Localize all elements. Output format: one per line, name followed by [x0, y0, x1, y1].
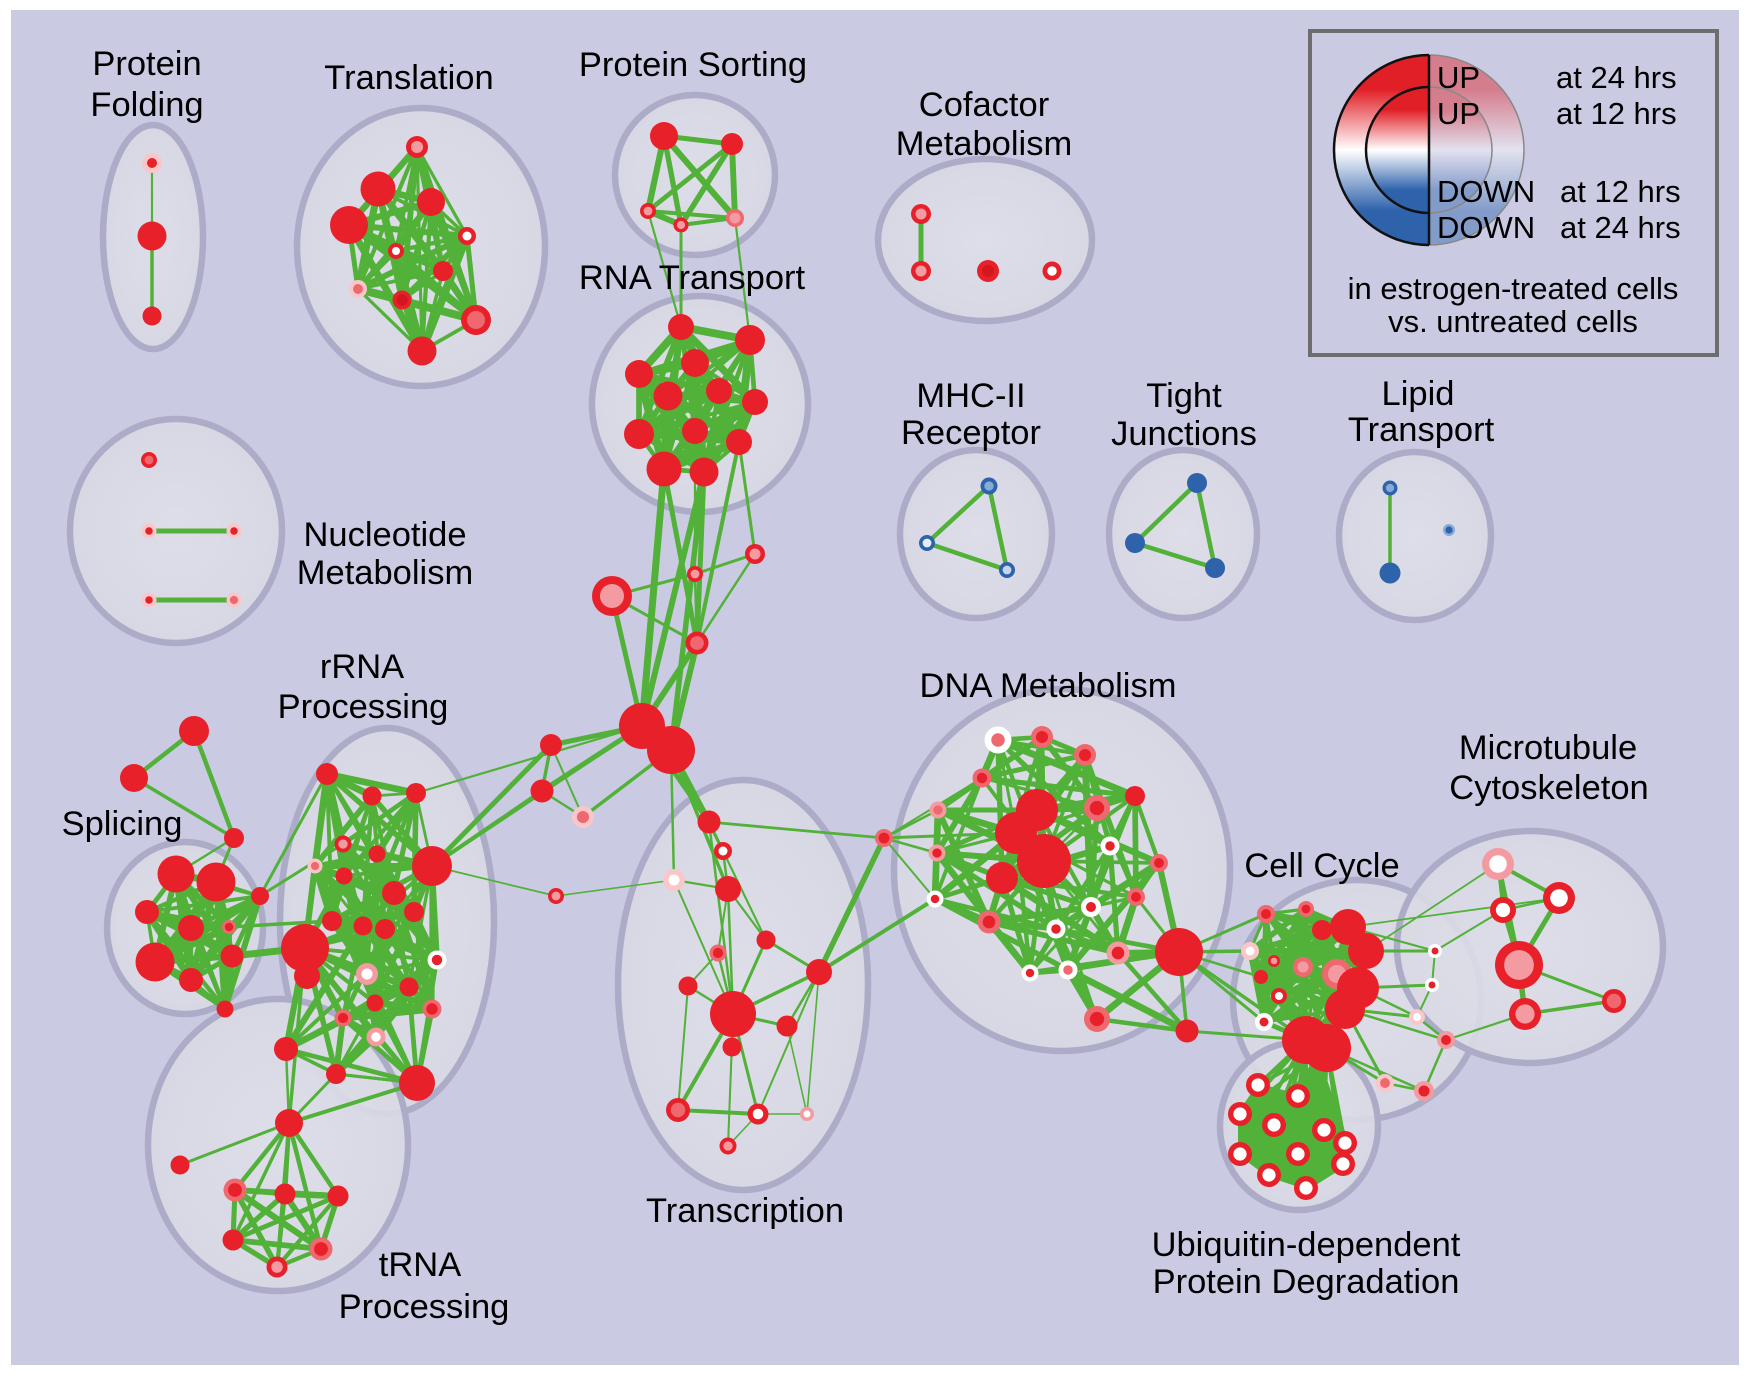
- svg-text:Receptor: Receptor: [901, 414, 1041, 452]
- svg-text:Folding: Folding: [90, 86, 203, 124]
- svg-text:Protein Sorting: Protein Sorting: [579, 46, 807, 84]
- svg-text:Protein: Protein: [92, 45, 201, 83]
- svg-text:at 24 hrs: at 24 hrs: [1560, 210, 1681, 245]
- svg-text:Metabolism: Metabolism: [896, 125, 1072, 163]
- svg-text:Protein Degradation: Protein Degradation: [1153, 1263, 1460, 1301]
- svg-text:tRNA: tRNA: [379, 1246, 461, 1284]
- svg-text:Ubiquitin-dependent: Ubiquitin-dependent: [1152, 1226, 1461, 1264]
- svg-text:Splicing: Splicing: [62, 805, 183, 843]
- svg-text:Cofactor: Cofactor: [919, 86, 1049, 124]
- svg-text:Processing: Processing: [278, 688, 449, 726]
- svg-text:Transcription: Transcription: [646, 1192, 844, 1230]
- svg-text:UP: UP: [1437, 96, 1480, 131]
- svg-text:Microtubule: Microtubule: [1459, 729, 1637, 767]
- svg-text:RNA Transport: RNA Transport: [579, 259, 806, 297]
- svg-text:Nucleotide: Nucleotide: [303, 516, 466, 554]
- svg-text:Metabolism: Metabolism: [297, 554, 473, 592]
- svg-text:Processing: Processing: [339, 1288, 510, 1326]
- svg-text:DNA Metabolism: DNA Metabolism: [920, 667, 1177, 705]
- svg-text:vs. untreated cells: vs. untreated cells: [1388, 304, 1638, 339]
- svg-text:rRNA: rRNA: [320, 648, 404, 686]
- svg-text:Translation: Translation: [324, 59, 493, 97]
- svg-text:at 12 hrs: at 12 hrs: [1560, 174, 1681, 209]
- svg-text:Lipid: Lipid: [1382, 375, 1455, 413]
- svg-text:at 12 hrs: at 12 hrs: [1556, 96, 1677, 131]
- svg-text:Tight: Tight: [1146, 377, 1222, 415]
- svg-text:DOWN: DOWN: [1437, 174, 1535, 209]
- svg-text:Cell Cycle: Cell Cycle: [1244, 847, 1399, 885]
- svg-text:Junctions: Junctions: [1111, 415, 1257, 453]
- svg-text:at 24 hrs: at 24 hrs: [1556, 60, 1677, 95]
- svg-text:in estrogen-treated cells: in estrogen-treated cells: [1348, 271, 1679, 306]
- svg-text:MHC-II: MHC-II: [916, 377, 1025, 415]
- svg-text:UP: UP: [1437, 60, 1480, 95]
- svg-text:Transport: Transport: [1348, 411, 1495, 449]
- svg-text:DOWN: DOWN: [1437, 210, 1535, 245]
- svg-text:Cytoskeleton: Cytoskeleton: [1449, 769, 1648, 807]
